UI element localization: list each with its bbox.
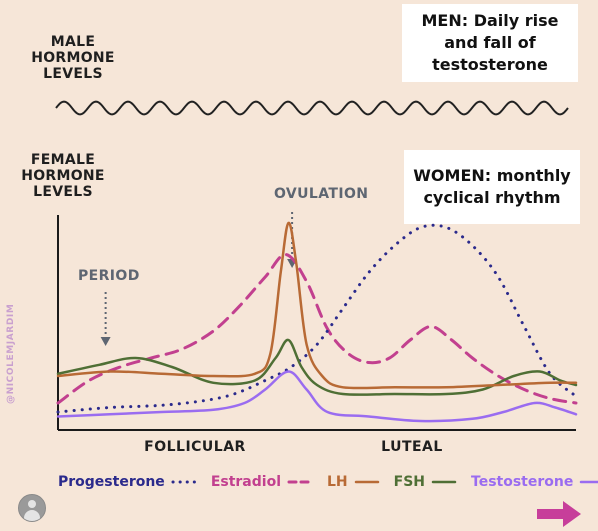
avatar-torso bbox=[24, 510, 40, 521]
male-testosterone-wave bbox=[55, 100, 569, 116]
avatar-head bbox=[28, 500, 36, 508]
series-line-fsh bbox=[56, 338, 578, 396]
women-info-box: WOMEN: monthly cyclical rhythm bbox=[404, 150, 580, 224]
arrow-shaft bbox=[537, 509, 565, 519]
legend-item-progesterone: Progesterone bbox=[58, 474, 197, 490]
women-box-line-1: WOMEN: monthly bbox=[413, 166, 571, 185]
legend-swatch bbox=[287, 480, 313, 484]
men-info-box: MEN: Daily rise and fall of testosterone bbox=[402, 4, 578, 82]
legend-swatch bbox=[431, 480, 457, 484]
legend-label: FSH bbox=[393, 474, 426, 490]
female-hormone-levels-label: FEMALE HORMONE LEVELS bbox=[20, 152, 106, 200]
male-label-line-3: LEVELS bbox=[43, 66, 103, 82]
legend-swatch bbox=[354, 480, 379, 484]
chart-axes bbox=[57, 215, 576, 431]
legend-item-fsh: FSH bbox=[394, 474, 457, 490]
male-label-line-2: HORMONE bbox=[31, 50, 115, 66]
legend-label: Estradiol bbox=[210, 474, 281, 490]
female-label-line-1: FEMALE bbox=[30, 152, 96, 168]
legend-label: Testosterone bbox=[471, 474, 574, 490]
male-wave-line bbox=[55, 100, 569, 116]
period-label: PERIOD bbox=[78, 268, 140, 284]
chart-annotations bbox=[100, 212, 298, 346]
series-line-testosterone bbox=[56, 370, 578, 423]
legend-swatch bbox=[171, 480, 197, 484]
user-avatar-icon[interactable] bbox=[18, 494, 46, 522]
period-arrow-head bbox=[100, 337, 111, 346]
male-hormone-levels-label: MALE HORMONE LEVELS bbox=[30, 34, 116, 82]
female-label-line-3: LEVELS bbox=[33, 184, 93, 200]
chart-phase-labels: FOLLICULAR LUTEAL bbox=[144, 439, 443, 455]
legend-label: Progesterone bbox=[58, 474, 165, 490]
men-box-line-2: and fall of bbox=[444, 33, 536, 52]
phase-label-luteal: LUTEAL bbox=[381, 439, 443, 455]
legend-item-lh: LH bbox=[327, 474, 380, 490]
legend-item-testosterone: Testosterone bbox=[471, 474, 598, 490]
series-line-lh bbox=[56, 221, 578, 390]
phase-label-follicular: FOLLICULAR bbox=[144, 439, 246, 455]
legend-swatch bbox=[580, 480, 598, 484]
women-box-line-2: cyclical rhythm bbox=[423, 188, 561, 207]
chart-legend: Progesterone Estradiol LH FSH Testosterone bbox=[58, 474, 598, 490]
series-line-progesterone bbox=[56, 223, 578, 414]
male-label-line-1: MALE bbox=[50, 34, 96, 50]
right-arrow-icon[interactable] bbox=[537, 501, 583, 527]
legend-item-estradiol: Estradiol bbox=[211, 474, 313, 490]
hormone-chart: FOLLICULAR LUTEAL bbox=[56, 212, 578, 455]
men-box-line-1: MEN: Daily rise bbox=[421, 11, 559, 30]
legend-label: LH bbox=[327, 474, 348, 490]
chart-series bbox=[56, 221, 578, 423]
arrow-head bbox=[563, 501, 581, 527]
female-label-line-2: HORMONE bbox=[21, 168, 105, 184]
series-line-estradiol bbox=[56, 253, 578, 405]
men-box-line-3: testosterone bbox=[432, 55, 548, 74]
ovulation-label: OVULATION bbox=[274, 186, 369, 202]
